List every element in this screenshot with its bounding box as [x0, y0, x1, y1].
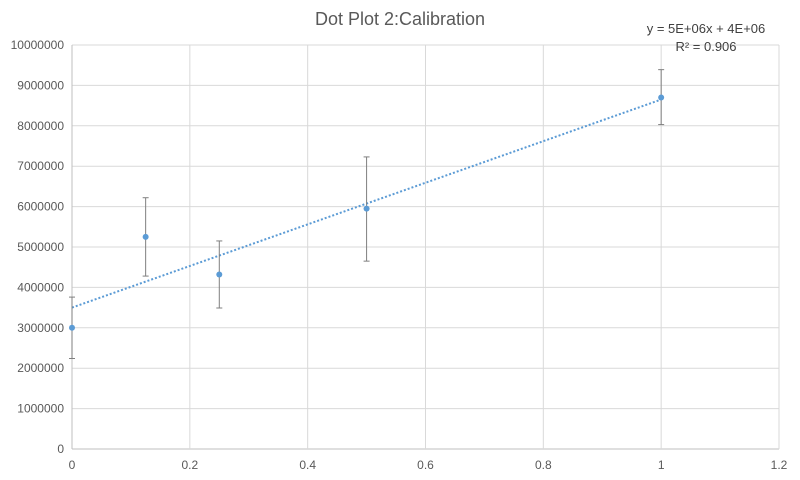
y-tick-label: 0: [57, 442, 64, 456]
y-tick-label: 6000000: [17, 200, 64, 214]
y-tick-label: 5000000: [17, 240, 64, 254]
y-tick-label: 9000000: [17, 78, 64, 92]
y-tick-label: 2000000: [17, 361, 64, 375]
data-point: [363, 205, 370, 212]
x-tick-label: 0.4: [299, 458, 316, 472]
y-axis-tick-labels: 0 1000000 2000000 3000000 4000000 5000000 6000…: [11, 38, 65, 456]
x-tick-label: 0.2: [181, 458, 198, 472]
y-tick-label: 7000000: [17, 159, 64, 173]
trendline-equation: y = 5E+06x + 4E+06: [647, 21, 766, 36]
trendline-r-squared: R² = 0.906: [675, 39, 736, 54]
x-tick-label: 1.2: [771, 458, 788, 472]
data-point: [216, 271, 223, 278]
data-point: [142, 233, 149, 240]
x-tick-label: 0.8: [535, 458, 552, 472]
data-points: [69, 94, 665, 331]
chart-title: Dot Plot 2:Calibration: [315, 9, 485, 29]
data-point: [69, 324, 75, 331]
y-tick-label: 8000000: [17, 119, 64, 133]
data-point: [658, 94, 665, 101]
x-tick-label: 1: [658, 458, 665, 472]
x-tick-label: 0.6: [417, 458, 434, 472]
x-tick-label: 0: [69, 458, 76, 472]
y-tick-label: 1000000: [17, 402, 64, 416]
y-tick-label: 10000000: [11, 38, 65, 52]
grid-lines: [71, 44, 780, 450]
error-bars: [69, 69, 665, 360]
y-tick-label: 3000000: [17, 321, 64, 335]
y-tick-label: 4000000: [17, 280, 64, 294]
x-axis-tick-labels: 0 0.2 0.4 0.6 0.8 1 1.2: [69, 458, 788, 472]
